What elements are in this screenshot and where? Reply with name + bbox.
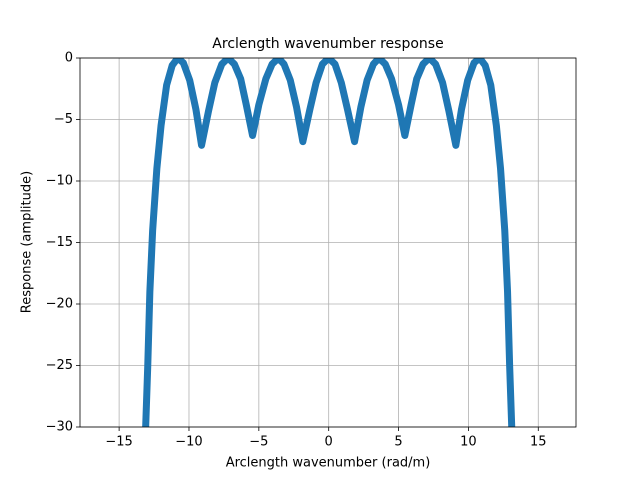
x-tick-label: 0 [325,435,333,450]
x-tick-label: 10 [460,435,477,450]
x-axis-label: Arclength wavenumber (rad/m) [226,456,431,471]
curve [142,58,516,427]
x-tick-label: −10 [175,435,202,450]
y-tick-label: −25 [46,358,73,373]
axes-frame [79,57,577,428]
y-tick-label: −30 [46,420,73,435]
x-tick-label: −15 [105,435,132,450]
y-tick-label: −20 [46,297,73,312]
y-tick-label: 0 [65,51,73,66]
y-tick-label: −15 [46,235,73,250]
x-tick-label: −5 [249,435,268,450]
plot-area [142,58,516,427]
chart-title: Arclength wavenumber response [212,36,443,52]
y-tick-label: −10 [46,174,73,189]
x-tick-label: 5 [394,435,402,450]
y-axis-label: Response (amplitude) [20,171,35,313]
y-tick-label: −5 [54,112,73,127]
x-tick-label: 15 [530,435,547,450]
